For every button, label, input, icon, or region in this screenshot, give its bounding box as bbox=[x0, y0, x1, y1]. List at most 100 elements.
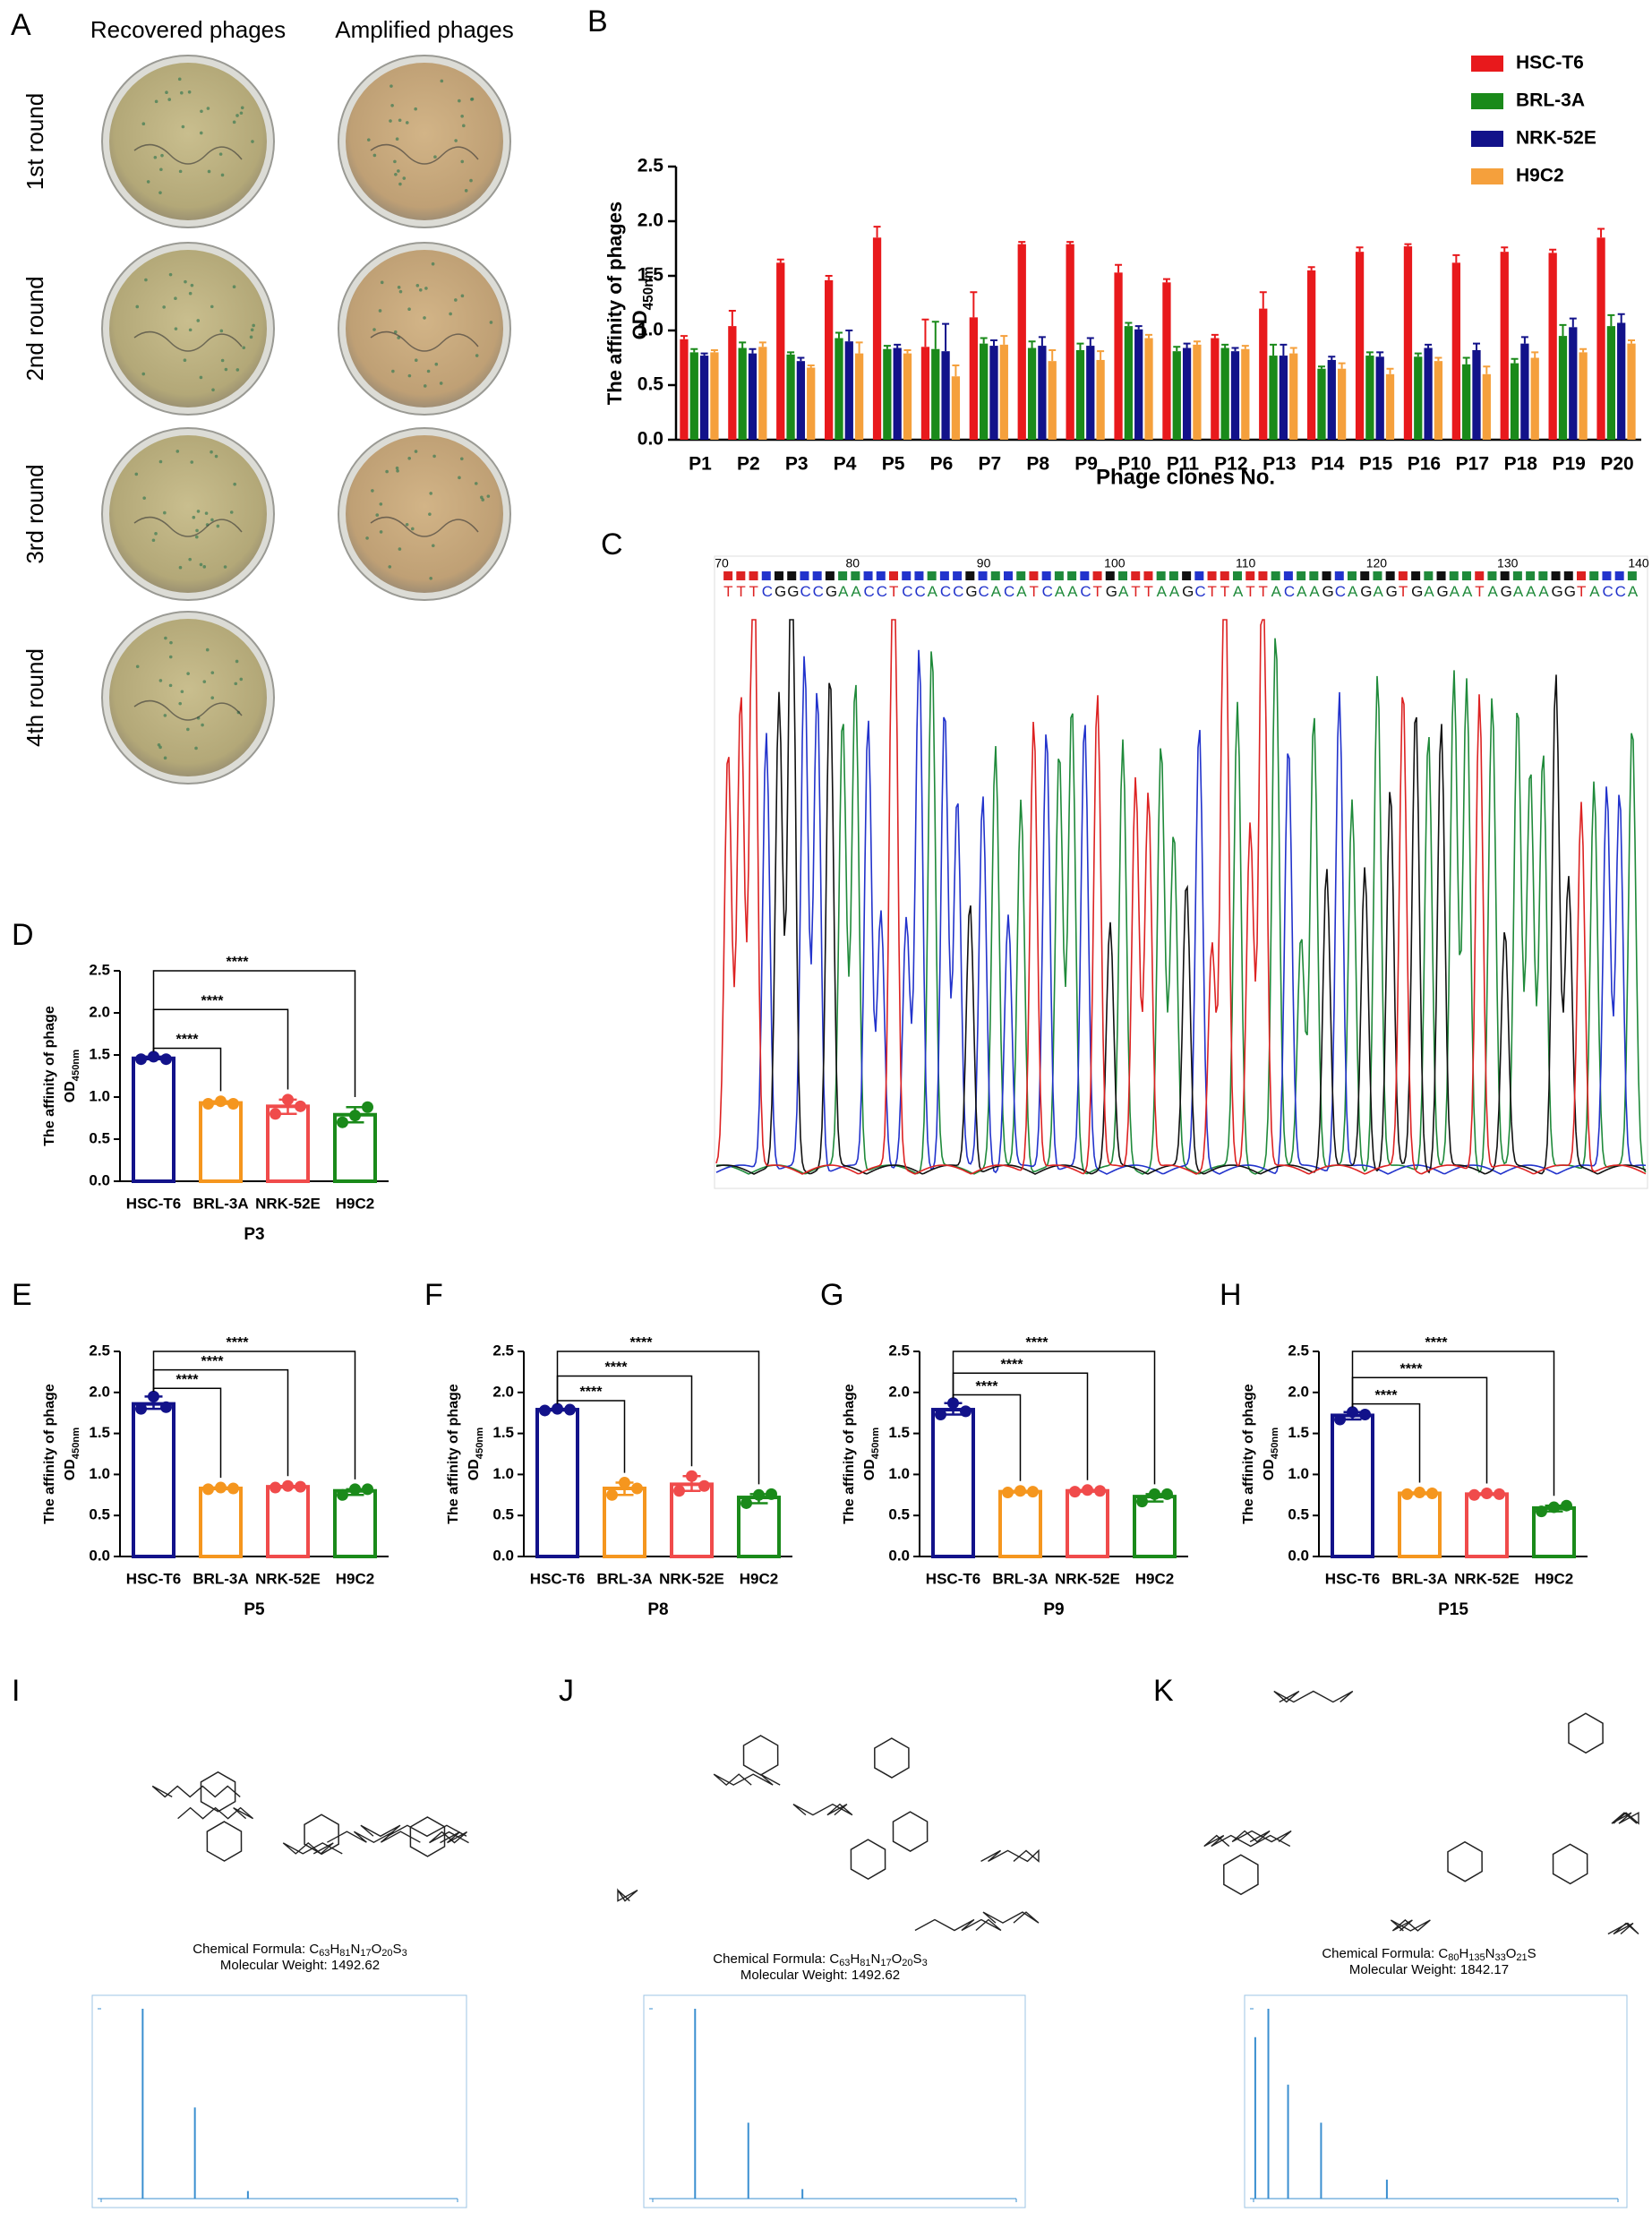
formula-label: Chemical Formula: bbox=[1322, 1946, 1438, 1961]
base-quality bbox=[1182, 571, 1192, 580]
petri-dish bbox=[109, 250, 267, 407]
data-point bbox=[1494, 1488, 1505, 1500]
chart-title: P8 bbox=[647, 1600, 668, 1619]
y-tick-label: 1.5 bbox=[888, 1424, 910, 1441]
y-axis-label: The affinity of phage bbox=[446, 1384, 461, 1524]
plaque bbox=[407, 307, 411, 312]
base-quality bbox=[1602, 571, 1612, 580]
y-tick-label: 1.5 bbox=[492, 1424, 514, 1441]
error-bar bbox=[1628, 339, 1636, 344]
base-quality bbox=[1168, 571, 1178, 580]
error-bar bbox=[1289, 347, 1297, 354]
ruler-label: 110 bbox=[1236, 556, 1256, 570]
structure-bond bbox=[980, 1848, 1040, 1863]
plaque bbox=[454, 139, 458, 142]
significance-label: **** bbox=[227, 1335, 250, 1351]
x-tick-label: P18 bbox=[1504, 454, 1538, 475]
formula-sub: 63 bbox=[319, 1948, 330, 1959]
bar bbox=[776, 262, 785, 440]
chart-title: P15 bbox=[1438, 1600, 1468, 1619]
x-tick-label: P17 bbox=[1456, 454, 1489, 475]
error-bar bbox=[989, 339, 997, 347]
base: A bbox=[1628, 583, 1639, 600]
plaque bbox=[210, 518, 214, 522]
plaque bbox=[405, 522, 409, 527]
data-point bbox=[148, 1390, 159, 1402]
ruler-label: 80 bbox=[845, 556, 860, 570]
data-point bbox=[740, 1496, 752, 1509]
error-bar bbox=[1356, 246, 1364, 253]
significance-bracket bbox=[1351, 1351, 1555, 1496]
y-tick-label: 0.0 bbox=[638, 429, 663, 450]
unit-sub: 450nm bbox=[475, 1428, 485, 1459]
structure-ring bbox=[1568, 1712, 1604, 1754]
plaque bbox=[397, 286, 401, 289]
significance-label: **** bbox=[1425, 1335, 1449, 1351]
plaque bbox=[431, 262, 435, 266]
base: C bbox=[979, 583, 989, 600]
x-tick-label: NRK-52E bbox=[1454, 1570, 1519, 1587]
bar bbox=[1038, 346, 1047, 440]
plaque bbox=[151, 538, 156, 543]
bar bbox=[1558, 336, 1568, 440]
plaque bbox=[460, 457, 464, 461]
y-tick-label: 2.5 bbox=[89, 1342, 110, 1359]
base: A bbox=[1462, 583, 1473, 600]
bar bbox=[266, 1485, 310, 1559]
y-tick-label: 1.5 bbox=[1288, 1424, 1309, 1441]
bar bbox=[758, 347, 767, 440]
formula-element: O bbox=[372, 1942, 382, 1957]
plaque bbox=[202, 565, 207, 569]
base-quality bbox=[863, 571, 873, 580]
bar bbox=[1569, 327, 1578, 440]
plaque bbox=[206, 107, 210, 110]
bar bbox=[1279, 356, 1288, 440]
bar bbox=[728, 326, 737, 440]
formula-sub: 21 bbox=[1516, 1952, 1527, 1963]
base-quality bbox=[723, 571, 733, 580]
panel-letter: J bbox=[559, 1674, 574, 1708]
base: C bbox=[800, 583, 810, 600]
structure-bond bbox=[792, 1803, 853, 1816]
error-bar bbox=[1086, 337, 1094, 347]
y-tick-label: 2.0 bbox=[638, 210, 663, 231]
error-bar bbox=[1579, 347, 1588, 353]
molecular-weight: Molecular Weight: 1492.62 bbox=[740, 1968, 900, 1983]
sequence: T T T C GGC C GA A C C T C C A C C GC A C A T C A A C T GA T T A A GC T T… bbox=[723, 583, 1639, 600]
base: C bbox=[902, 583, 912, 600]
error-bar bbox=[1066, 241, 1074, 244]
bar bbox=[1627, 343, 1636, 440]
data-point bbox=[673, 1485, 685, 1497]
error-bar bbox=[1501, 246, 1509, 253]
data-point bbox=[227, 1098, 239, 1110]
y-tick-label: 1.0 bbox=[492, 1465, 514, 1482]
base-quality bbox=[1016, 571, 1026, 580]
error-bar bbox=[690, 347, 698, 353]
plaque bbox=[235, 659, 239, 664]
data-point bbox=[947, 1397, 959, 1410]
error-bar bbox=[1452, 253, 1460, 263]
plaque bbox=[252, 323, 255, 328]
error-bar bbox=[1000, 335, 1008, 345]
plaque bbox=[210, 696, 215, 700]
plaque bbox=[153, 155, 158, 159]
x-tick-label: NRK-52E bbox=[1055, 1570, 1120, 1587]
panel-letter: C bbox=[601, 527, 623, 562]
error-bar bbox=[1028, 340, 1036, 348]
plaque bbox=[234, 682, 238, 686]
legend-swatch bbox=[1471, 56, 1503, 72]
plaque bbox=[159, 167, 163, 172]
plaque bbox=[202, 680, 207, 683]
bar bbox=[1134, 329, 1143, 440]
formula-sub: 80 bbox=[1448, 1952, 1459, 1963]
plaque bbox=[372, 153, 377, 158]
bar bbox=[132, 1402, 175, 1559]
bar bbox=[1617, 322, 1626, 440]
error-bar bbox=[1386, 367, 1394, 374]
base: C bbox=[864, 583, 875, 600]
formula-element: C bbox=[829, 1951, 839, 1967]
error-bar bbox=[1483, 365, 1491, 374]
plaque bbox=[218, 152, 223, 156]
bar bbox=[1193, 344, 1202, 440]
base: A bbox=[1538, 583, 1549, 600]
